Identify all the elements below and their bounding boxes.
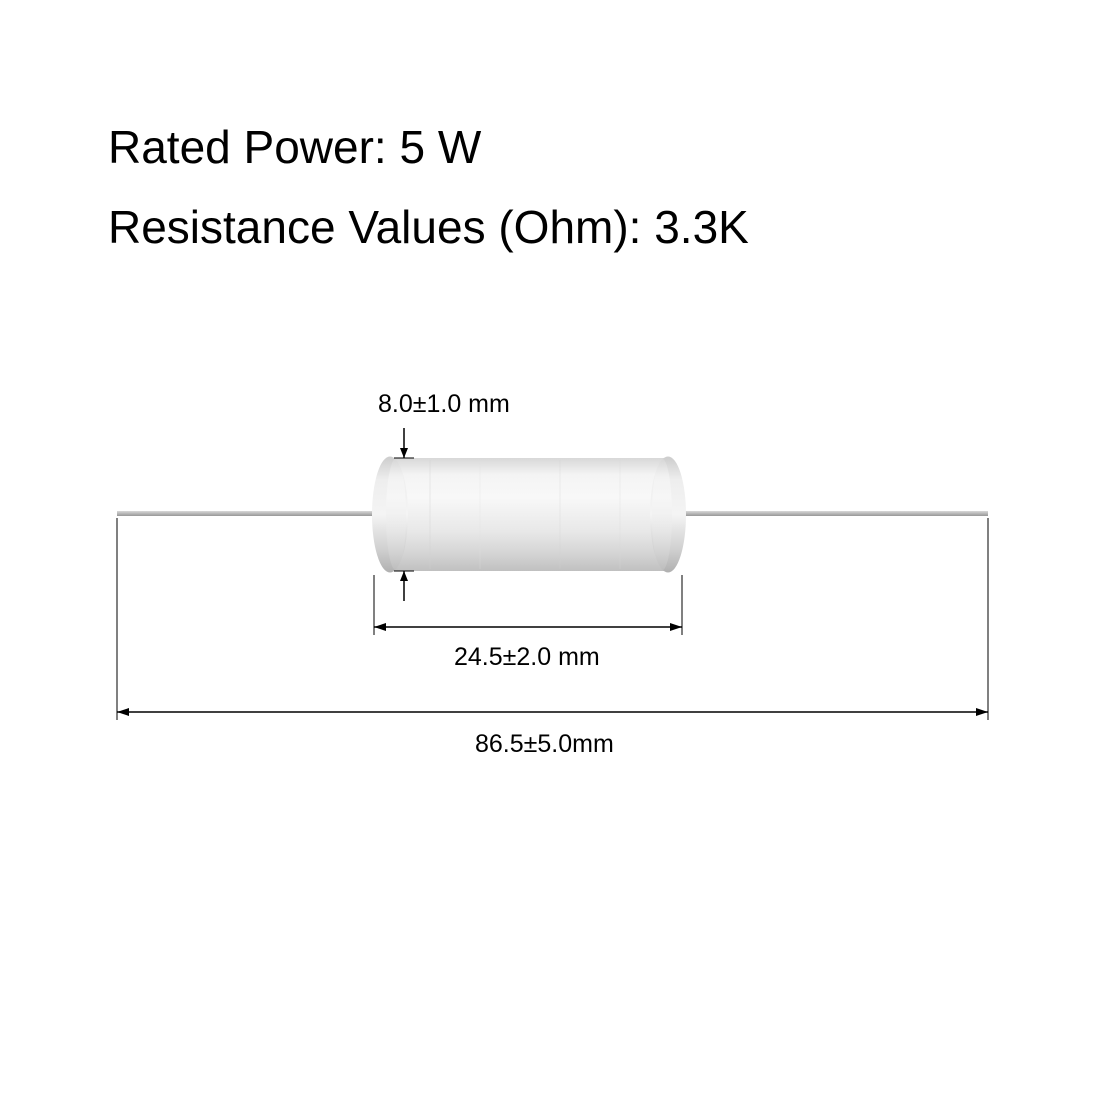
- rated-power-text: Rated Power: 5 W: [108, 120, 481, 174]
- body-length-dimension-line: [374, 575, 682, 635]
- right-lead-wire: [680, 511, 988, 516]
- left-lead-wire: [117, 511, 377, 516]
- resistance-text: Resistance Values (Ohm): 3.3K: [108, 200, 749, 254]
- resistor-svg: [0, 390, 1100, 790]
- resistor-diagram: 8.0±1.0 mm 24.5±2.0 mm 86.5±5.0mm: [0, 390, 1100, 790]
- resistor-body: [390, 458, 668, 571]
